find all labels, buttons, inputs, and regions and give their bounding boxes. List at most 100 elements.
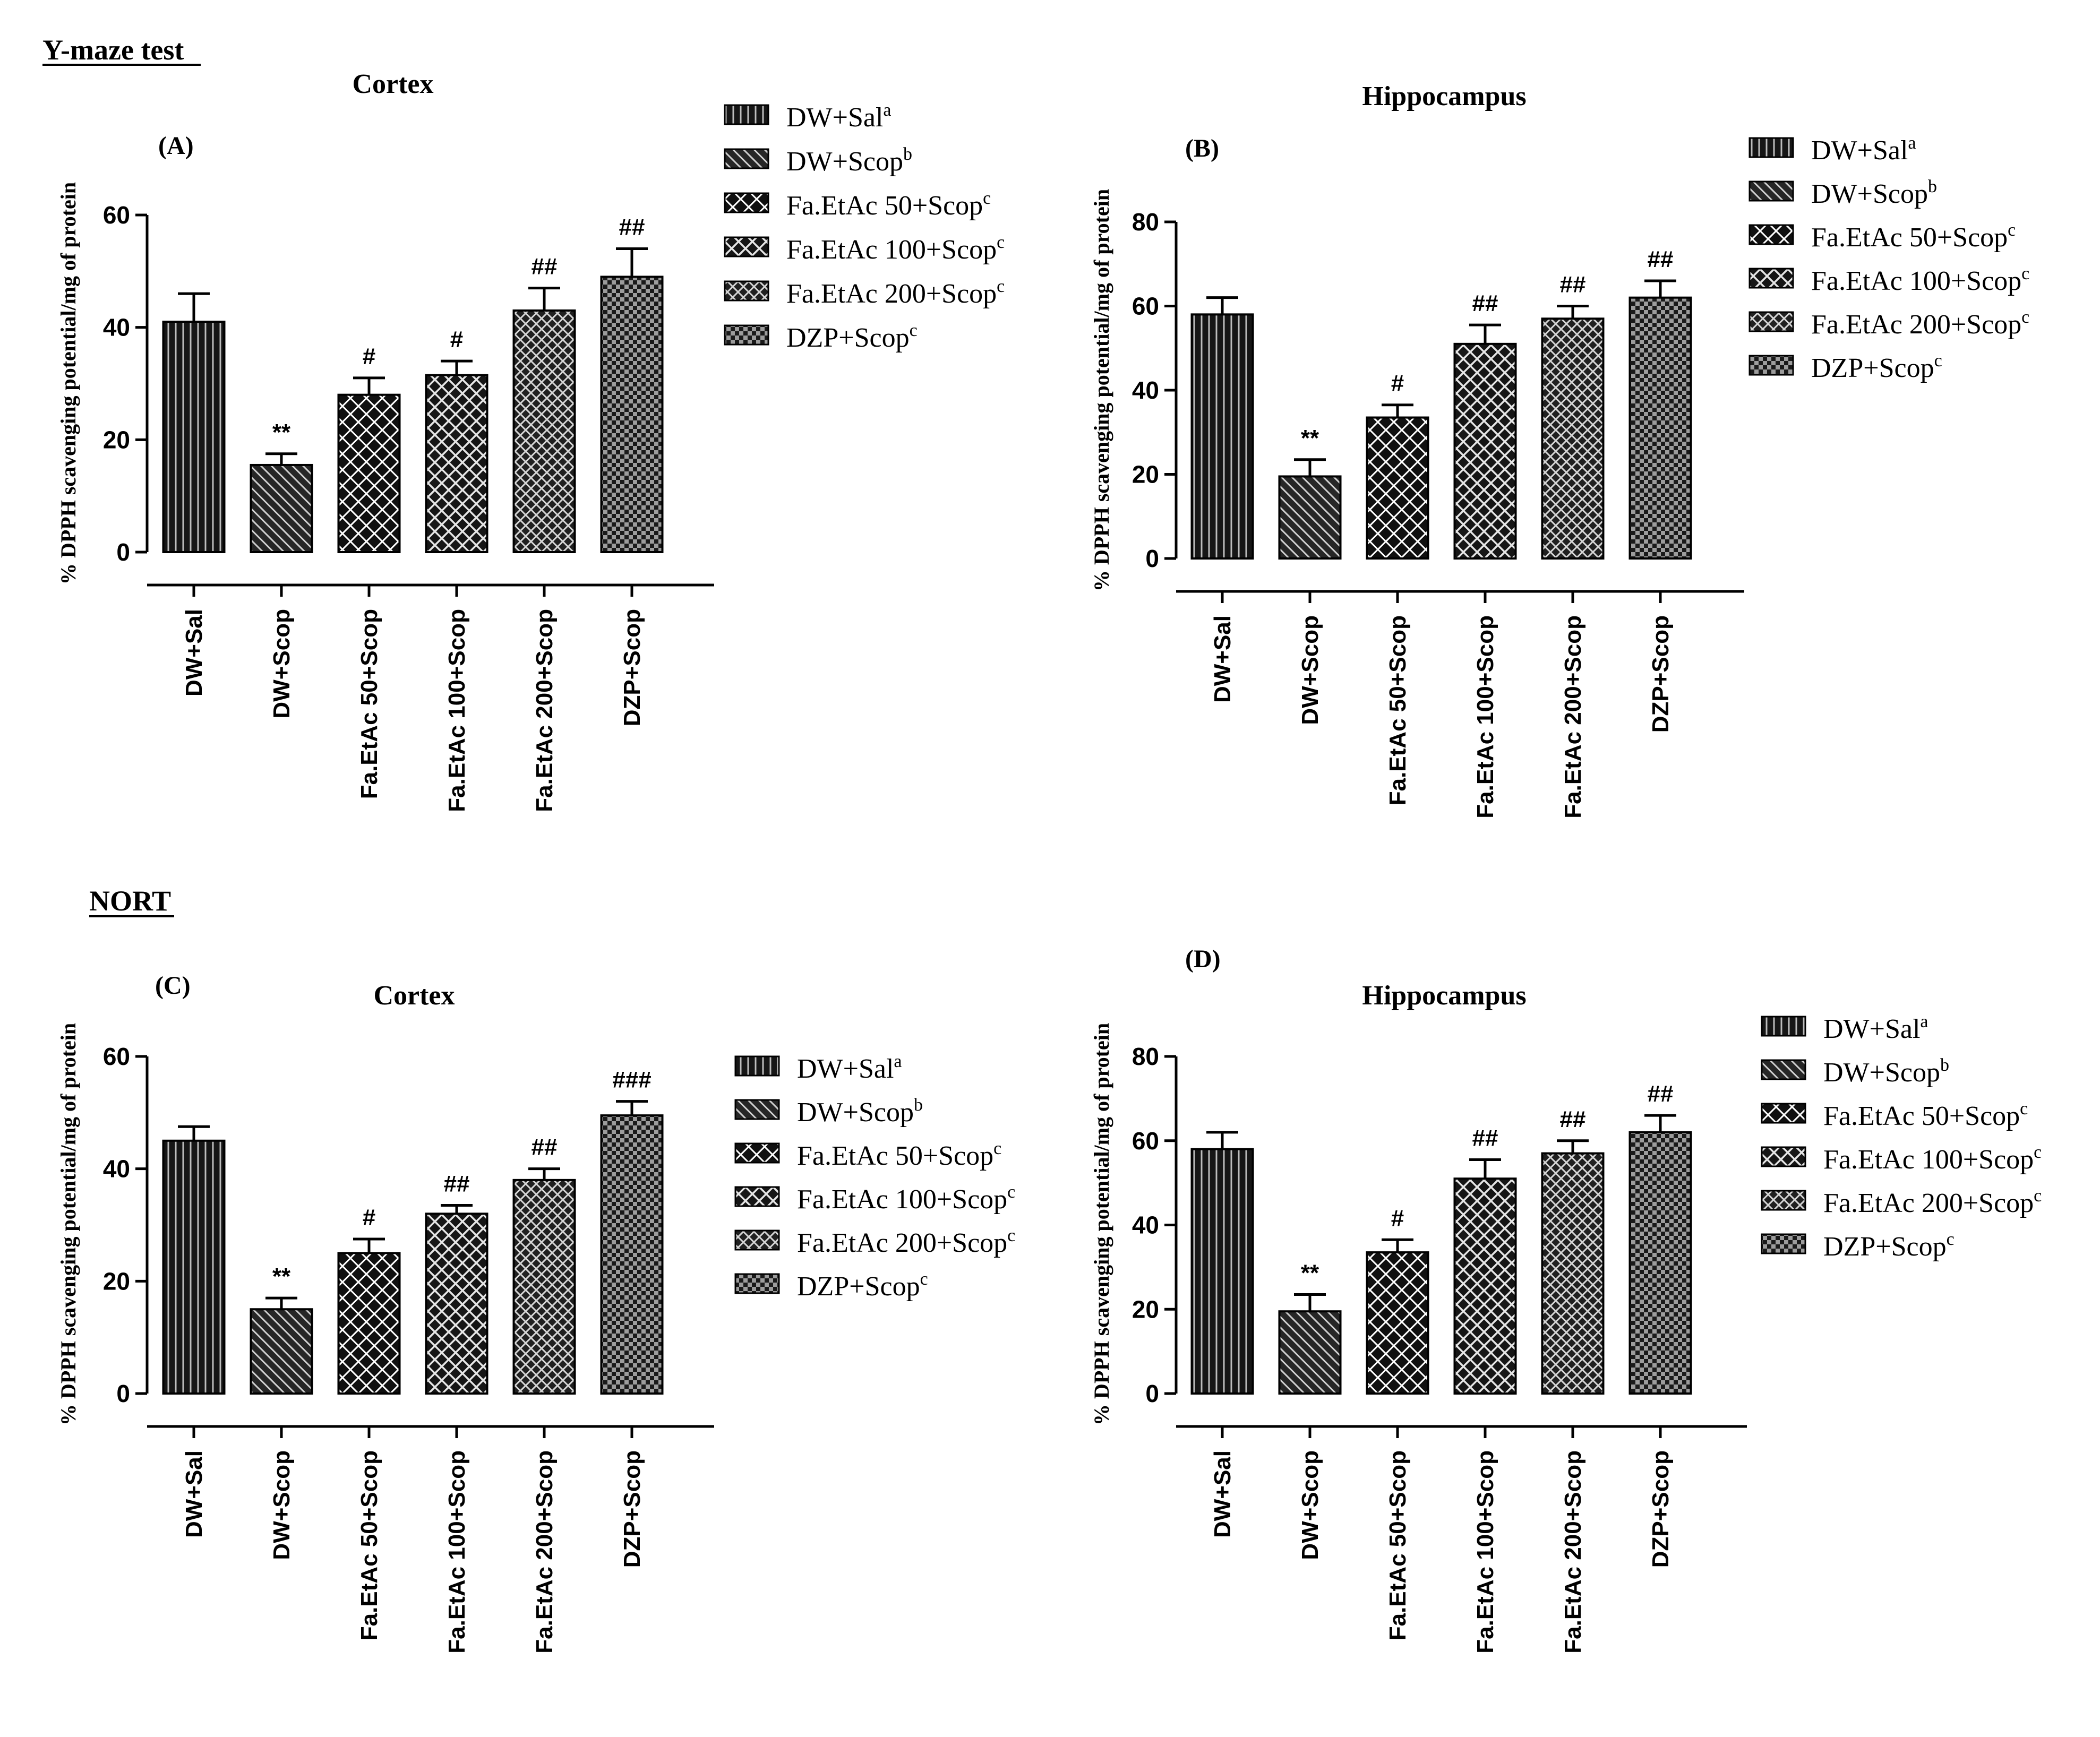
panel-label: (A) <box>158 132 194 160</box>
legend-entry: DW+Scopb <box>1823 1055 1949 1088</box>
legend-label: Fa.EtAc 50+Scop <box>1823 1101 2020 1131</box>
legend-label: Fa.EtAc 50+Scop <box>1811 222 2008 253</box>
legend-superscript: b <box>1928 177 1937 196</box>
y-tick-label: 0 <box>1145 545 1159 572</box>
legend-entry: Fa.EtAc 100+Scopc <box>786 233 1005 265</box>
chart-panel-d: Hippocampus (D) % DPPH scavenging potentia… <box>1090 945 2042 1654</box>
legend-superscript: c <box>2020 1099 2028 1119</box>
legend-superscript: a <box>894 1052 902 1071</box>
legend-label: Fa.EtAc 200+Scop <box>1811 309 2021 340</box>
legend-swatch <box>724 192 769 213</box>
chart-title: Cortex <box>352 69 433 99</box>
significance-marker: ** <box>272 1263 291 1289</box>
y-tick-label: 40 <box>103 1155 130 1183</box>
legend-swatch <box>1761 1103 1806 1124</box>
legend-entry: DW+Sala <box>786 100 892 133</box>
legend-superscript: c <box>2008 220 2016 240</box>
legend-entry: Fa.EtAc 100+Scopc <box>1811 264 2029 296</box>
legend-label: Fa.EtAc 100+Scop <box>1823 1145 2034 1175</box>
legend-label: DW+Scop <box>1823 1057 1940 1088</box>
legend-swatch <box>734 1142 780 1164</box>
bar <box>1453 342 1517 560</box>
legend-label: DZP+Scop <box>797 1271 920 1302</box>
y-tick-label: 20 <box>103 1267 130 1295</box>
legend-swatch <box>1748 224 1794 245</box>
x-tick-label: Fa.EtAc 200+Scop <box>1560 615 1586 819</box>
legend-label: DW+Scop <box>1811 179 1928 209</box>
chart-panel-b: Hippocampus (B) % DPPH scavenging potentia… <box>1090 81 2029 819</box>
legend-entry: Fa.EtAc 200+Scopc <box>1823 1186 2042 1218</box>
legend-superscript: a <box>1908 133 1916 153</box>
x-tick-label: DZP+Scop <box>619 1450 645 1568</box>
x-tick-label: DW+Sal <box>181 1450 207 1538</box>
legend-entry: DW+Sala <box>1823 1012 1928 1044</box>
y-tick-label: 80 <box>1132 1043 1159 1070</box>
legend-label: Fa.EtAc 50+Scop <box>786 191 983 221</box>
legend-swatch <box>734 1273 780 1294</box>
section-heading-ymaze: Y-maze test <box>42 34 201 66</box>
legend-label: Fa.EtAc 100+Scop <box>1811 266 2021 296</box>
bar <box>425 1213 488 1395</box>
bar <box>512 309 576 554</box>
significance-marker: # <box>1391 1205 1404 1231</box>
y-tick-label: 60 <box>1132 1127 1159 1155</box>
legend-superscript: c <box>2021 307 2029 327</box>
legend-entry: Fa.EtAc 50+Scopc <box>1823 1099 2028 1131</box>
x-tick-label: DW+Sal <box>1210 1450 1236 1538</box>
legend-entry: Fa.EtAc 100+Scopc <box>797 1182 1015 1215</box>
legend-swatch <box>1761 1146 1806 1167</box>
legend-entry: DW+Sala <box>797 1052 902 1084</box>
section-label: NORT <box>89 885 171 917</box>
y-tick-label: 20 <box>1132 1295 1159 1323</box>
significance-marker: ## <box>1472 1125 1498 1151</box>
legend-label: DW+Scop <box>797 1097 914 1128</box>
x-tick-label: DW+Scop <box>269 609 295 719</box>
bar <box>1278 1310 1342 1395</box>
legend-label: Fa.EtAc 100+Scop <box>797 1184 1007 1215</box>
legend-label: DZP+Scop <box>1811 353 1934 383</box>
legend-label: DW+Scop <box>786 147 903 177</box>
legend-entry: DZP+Scopc <box>1823 1229 1955 1262</box>
y-axis-label: % DPPH scavenging potential/mg of protei… <box>56 182 80 584</box>
section-label: Y-maze test <box>42 34 184 66</box>
legend-swatch <box>734 1229 780 1251</box>
legend-superscript: c <box>910 321 918 340</box>
legend-label: DW+Sal <box>1811 135 1908 166</box>
legend-entry: Fa.EtAc 200+Scopc <box>797 1226 1015 1258</box>
significance-marker: ## <box>532 1134 558 1160</box>
legend-superscript: c <box>920 1269 928 1289</box>
legend-swatch <box>1748 268 1794 289</box>
x-tick-label: Fa.EtAc 100+Scop <box>444 609 470 812</box>
significance-marker: # <box>363 1205 375 1231</box>
chart-panel-c: Cortex (C) % DPPH scavenging potential/mg … <box>56 971 1015 1654</box>
x-tick-label: Fa.EtAc 100+Scop <box>1472 1450 1498 1654</box>
y-tick-label: 0 <box>1145 1380 1159 1407</box>
bar <box>337 393 401 554</box>
legend-superscript: c <box>1007 1226 1015 1245</box>
y-tick-label: 20 <box>1132 461 1159 488</box>
legend-superscript: c <box>2021 264 2029 283</box>
legend-swatch <box>724 148 769 169</box>
legend-entry: DW+Sala <box>1811 133 1916 166</box>
section-heading-nort: NORT <box>89 885 174 917</box>
bar <box>162 321 226 553</box>
legend-superscript: c <box>2034 1142 2042 1162</box>
significance-marker: ** <box>1301 1260 1319 1286</box>
legend-swatch <box>1748 355 1794 376</box>
y-axis-label: % DPPH scavenging potential/mg of protei… <box>56 1023 80 1425</box>
panel-label: (B) <box>1185 134 1219 162</box>
legend-label: Fa.EtAc 200+Scop <box>786 279 997 309</box>
bar <box>1541 317 1605 560</box>
legend-entry: DW+Scopb <box>1811 177 1937 209</box>
bar <box>1628 296 1692 560</box>
legend-superscript: c <box>983 188 991 208</box>
bar <box>600 276 664 553</box>
legend-label: DW+Sal <box>786 102 883 133</box>
x-tick-label: Fa.EtAc 100+Scop <box>444 1450 470 1654</box>
panel-label: (C) <box>155 971 191 1000</box>
legend-superscript: c <box>1934 351 1942 371</box>
